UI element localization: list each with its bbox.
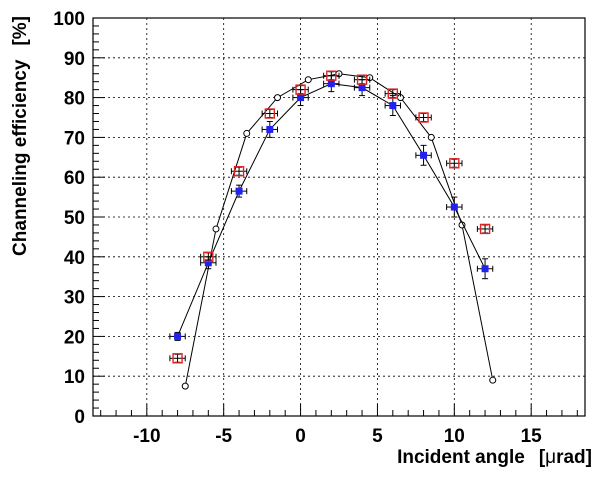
circle-marker — [181, 382, 189, 390]
circle-marker — [489, 376, 497, 384]
blue-square-marker — [235, 187, 243, 195]
x-axis-title: Incident angle [μrad] — [397, 447, 592, 468]
red-open-square-marker — [449, 158, 460, 169]
y-tick-label: 60 — [64, 168, 85, 189]
x-tick-label: 0 — [295, 426, 306, 447]
blue-square-marker — [174, 332, 182, 340]
x-axis-title-text: Incident angle — [397, 447, 525, 468]
blue-square-marker — [420, 151, 428, 159]
blue-square-marker — [266, 125, 274, 133]
red-open-square-marker — [203, 251, 214, 263]
blue-square-marker — [450, 203, 458, 211]
x-tick-label: 15 — [521, 426, 543, 447]
blue-square-marker — [481, 265, 489, 273]
y-tick-label: 70 — [64, 128, 85, 149]
circle-marker — [243, 129, 251, 137]
blue-square-marker — [297, 94, 305, 102]
y-tick-label: 30 — [64, 288, 85, 309]
red-open-square-marker — [356, 74, 368, 85]
x-axis-unit-rest: rad] — [556, 447, 592, 468]
y-tick-label: 40 — [64, 248, 85, 269]
axis-ticks — [93, 17, 578, 417]
red-open-square-marker — [387, 88, 399, 99]
y-tick-label: 100 — [53, 9, 85, 30]
y-tick-label: 80 — [64, 89, 85, 110]
red-open-square-marker — [418, 112, 429, 123]
blue-square-marker — [204, 259, 212, 267]
y-tick-label: 0 — [74, 407, 85, 428]
y-tick-label: 10 — [64, 367, 85, 388]
x-tick-label: 10 — [444, 426, 465, 447]
x-axis-unit-open: [ — [539, 447, 546, 468]
circle-marker — [427, 133, 435, 141]
y-tick-label: 20 — [64, 327, 85, 348]
tick-labels: -10 -5 0 5 10 15 0 10 20 30 40 50 60 70 80 90 100 — [53, 9, 542, 447]
blue-square-marker — [358, 84, 366, 92]
circle-marker — [212, 225, 220, 233]
x-tick-label: -5 — [215, 426, 232, 447]
red-open-square-marker — [326, 70, 337, 81]
series — [169, 70, 497, 390]
y-tick-label: 90 — [64, 49, 85, 70]
x-tick-label: 5 — [372, 426, 383, 447]
y-axis-title: Channeling efficiency [%] — [10, 16, 31, 256]
curve-line — [184, 73, 494, 387]
red-open-square-marker — [264, 108, 276, 119]
circle-marker — [304, 76, 312, 84]
red-open-square-marker — [172, 353, 183, 364]
circle-marker — [274, 94, 281, 102]
y-axis-title-text: Channeling efficiency — [10, 59, 31, 256]
blue-square-marker — [389, 102, 397, 110]
x-tick-label: -10 — [133, 426, 160, 447]
red-open-square-marker — [479, 223, 491, 235]
red-open-square-marker — [233, 166, 245, 177]
y-axis-unit: [%] — [10, 16, 31, 46]
x-axis-unit-mu: μ — [545, 447, 556, 468]
y-tick-label: 50 — [64, 208, 85, 229]
blue-square-marker — [327, 80, 335, 88]
red-open-square-marker — [295, 84, 306, 95]
